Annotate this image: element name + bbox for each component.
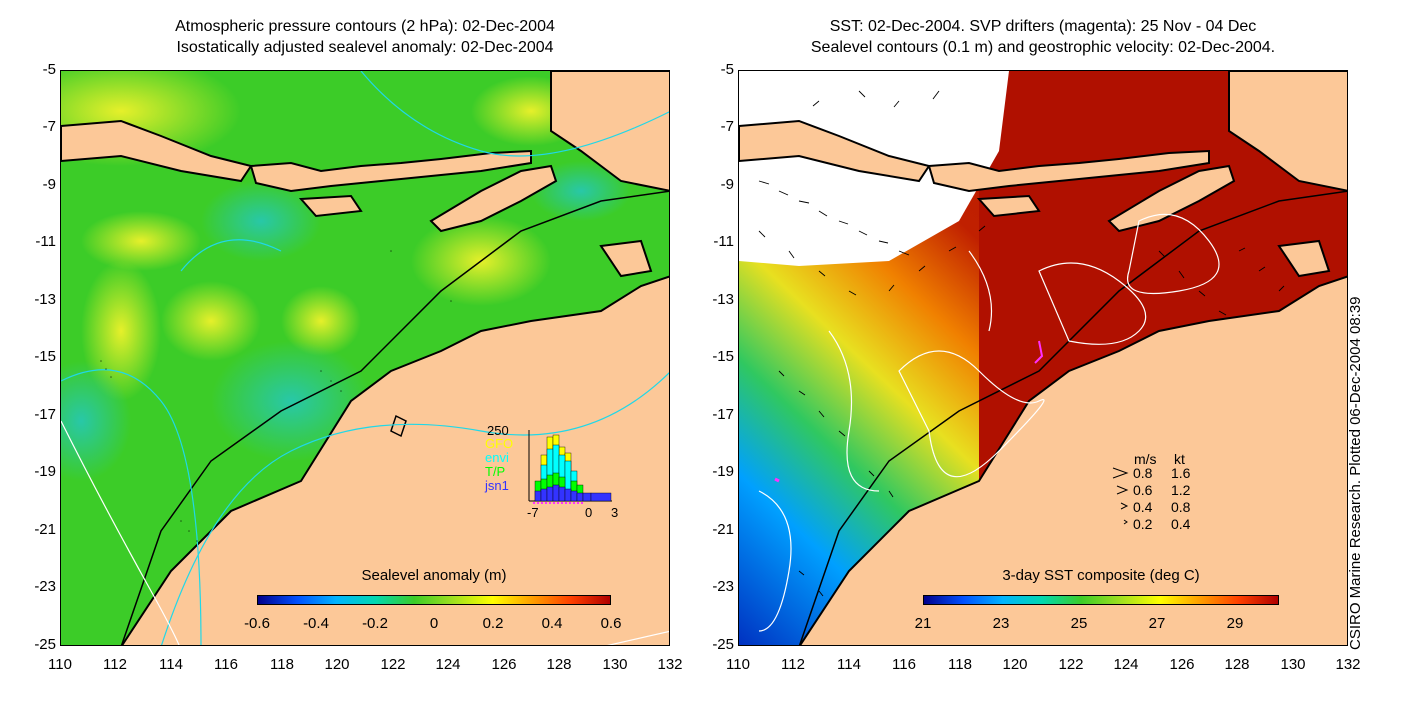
sealevel-colorbar-label: 0 (429, 615, 439, 632)
sst-colorbar-label: 25 (1070, 615, 1088, 632)
y-tick: -7 (42, 118, 56, 135)
y-tick: -15 (712, 348, 734, 365)
y-tick: -13 (34, 291, 56, 308)
y-tick: -23 (712, 578, 734, 595)
velocity-legend-ms: 0.6 (1133, 482, 1153, 498)
velocity-legend-kt: 1.2 (1171, 482, 1191, 498)
credit-label: CSIRO Marine Research. Plotted 06-Dec-20… (1347, 296, 1364, 650)
right-title-line1: SST: 02-Dec-2004. SVP drifters (magenta)… (829, 18, 1257, 35)
x-tick: 126 (1169, 656, 1195, 673)
sealevel-colorbar-label: 0.6 (600, 615, 622, 632)
x-tick: 130 (1280, 656, 1306, 673)
y-tick: -25 (712, 636, 734, 653)
inset-legend-gfo: GFO (485, 436, 514, 451)
y-tick: -9 (720, 176, 734, 193)
sst-colorbar-label: 21 (914, 615, 932, 632)
inset-legend: GFO envi T/P jsn1 (485, 437, 513, 493)
inset-xtick-zero: 0 (585, 505, 593, 520)
inset-bars (528, 430, 612, 504)
y-tick: -9 (42, 176, 56, 193)
sealevel-colorbar-label: -0.2 (362, 615, 388, 632)
y-tick: -19 (712, 463, 734, 480)
y-tick: -19 (34, 463, 56, 480)
inset-legend-tp: T/P (485, 464, 506, 479)
sealevel-colorbar-label: -0.4 (303, 615, 329, 632)
x-tick: 122 (380, 656, 406, 673)
y-tick: -5 (42, 61, 56, 78)
x-tick: 116 (892, 656, 916, 673)
inset-ymax-label: 250 (487, 423, 509, 438)
inset-legend-jsn1: jsn1 (485, 478, 509, 493)
x-tick: 128 (546, 656, 572, 673)
velocity-legend-ms-header: m/s (1134, 451, 1157, 467)
y-tick: -11 (35, 233, 56, 250)
x-tick: 122 (1058, 656, 1084, 673)
altimeter-inset: 250 GFO envi T/P jsn1 (461, 423, 621, 523)
y-tick: -15 (34, 348, 56, 365)
velocity-legend: m/s kt 0.8 1.6 0.6 1.2 0.4 0.8 0.2 0.4 (1111, 451, 1221, 541)
x-tick: 116 (214, 656, 238, 673)
velocity-legend-ms: 0.2 (1133, 516, 1153, 532)
x-tick: 124 (435, 656, 461, 673)
y-tick: -13 (712, 291, 734, 308)
right-title: SST: 02-Dec-2004. SVP drifters (magenta)… (738, 16, 1348, 58)
velocity-legend-ms: 0.4 (1133, 499, 1153, 515)
left-title-line2: Isostatically adjusted sealevel anomaly:… (176, 39, 554, 56)
sealevel-colorbar-label: 0.2 (482, 615, 504, 632)
x-tick: 128 (1224, 656, 1250, 673)
left-title-line1: Atmospheric pressure contours (2 hPa): 0… (175, 18, 555, 35)
x-tick: 114 (837, 656, 861, 673)
y-tick: -23 (34, 578, 56, 595)
y-tick: -21 (34, 521, 56, 538)
inset-xtick-max: 3 (611, 505, 619, 520)
x-tick: 124 (1113, 656, 1139, 673)
sealevel-colorbar-title: Sealevel anomaly (m) (361, 567, 507, 584)
x-tick: 118 (948, 656, 972, 673)
velocity-legend-kt: 1.6 (1171, 465, 1191, 481)
x-tick: 120 (324, 656, 350, 673)
x-tick: 132 (657, 656, 683, 673)
sst-colorbar (923, 595, 1279, 605)
sealevel-map-graphic (61, 71, 669, 645)
left-title: Atmospheric pressure contours (2 hPa): 0… (60, 16, 670, 58)
x-tick: 112 (103, 656, 127, 673)
y-tick: -17 (34, 406, 56, 423)
velocity-legend-ms: 0.8 (1133, 465, 1153, 481)
sealevel-colorbar-label: 0.4 (541, 615, 563, 632)
sealevel-anomaly-map: 250 GFO envi T/P jsn1 (60, 70, 670, 646)
x-tick: 126 (491, 656, 517, 673)
y-tick: -25 (34, 636, 56, 653)
x-tick: 118 (270, 656, 294, 673)
sst-colorbar-label: 29 (1226, 615, 1244, 632)
y-tick: -21 (712, 521, 734, 538)
sealevel-colorbar (257, 595, 611, 605)
inset-xtick-min: -7 (527, 505, 539, 520)
x-tick: 130 (602, 656, 628, 673)
x-tick: 112 (781, 656, 805, 673)
x-tick: 114 (159, 656, 183, 673)
x-tick: 110 (726, 656, 750, 673)
inset-legend-envi: envi (485, 450, 509, 465)
y-tick: -11 (713, 233, 734, 250)
sst-map-graphic (739, 71, 1347, 645)
velocity-arrow-icons (1112, 467, 1129, 525)
right-title-line2: Sealevel contours (0.1 m) and geostrophi… (810, 39, 1276, 56)
y-tick: -5 (720, 61, 734, 78)
x-tick: 132 (1335, 656, 1361, 673)
velocity-legend-kt-header: kt (1174, 451, 1185, 467)
sst-colorbar-title: 3-day SST composite (deg C) (1002, 567, 1200, 584)
x-tick: 110 (48, 656, 72, 673)
y-tick: -7 (720, 118, 734, 135)
sealevel-colorbar-label: -0.6 (244, 615, 270, 632)
velocity-legend-kt: 0.8 (1171, 499, 1191, 515)
sst-colorbar-label: 23 (992, 615, 1010, 632)
y-tick: -17 (712, 406, 734, 423)
velocity-legend-kt: 0.4 (1171, 516, 1191, 532)
x-tick: 120 (1002, 656, 1028, 673)
sst-map: m/s kt 0.8 1.6 0.6 1.2 0.4 0.8 0.2 0.4 3… (738, 70, 1348, 646)
sst-colorbar-label: 27 (1148, 615, 1166, 632)
